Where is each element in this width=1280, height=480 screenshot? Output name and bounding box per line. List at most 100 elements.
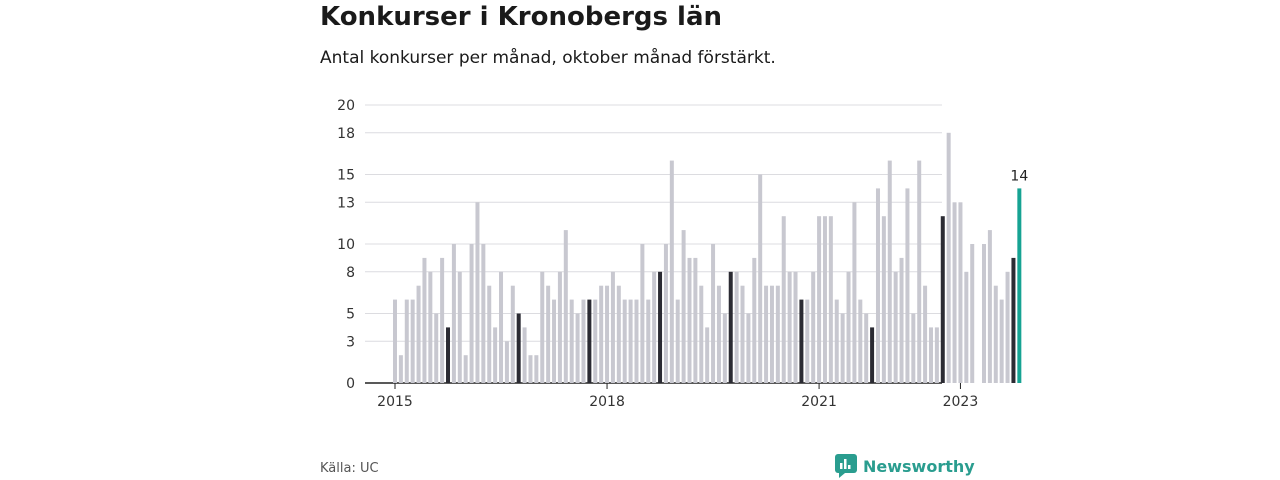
- bar: [799, 299, 804, 383]
- bar: [746, 313, 751, 383]
- bar: [840, 313, 845, 383]
- bar: [475, 202, 480, 383]
- bar: [398, 355, 403, 383]
- bar: [510, 285, 515, 383]
- bar: [716, 285, 721, 383]
- bar: [404, 299, 409, 383]
- bar: [699, 285, 704, 383]
- bar: [504, 341, 509, 383]
- brand-logo: Newsworthy: [835, 454, 975, 478]
- bar: [481, 244, 486, 383]
- y-tick-label: 13: [337, 195, 355, 211]
- bar: [946, 132, 951, 383]
- bar: [528, 355, 533, 383]
- bar: [828, 216, 833, 383]
- bar: [864, 313, 869, 383]
- bar: [681, 230, 686, 383]
- bar: [705, 327, 710, 383]
- y-tick-label: 0: [346, 376, 355, 392]
- bar: [487, 285, 492, 383]
- bar: [846, 271, 851, 383]
- x-axis-ticks: 2015 2018 2021 2023: [377, 383, 978, 410]
- bar: [393, 299, 397, 383]
- bar: [622, 299, 627, 383]
- bar: [958, 202, 963, 383]
- bar: [875, 188, 880, 383]
- bar: [663, 244, 668, 383]
- bar: [793, 271, 798, 383]
- x-tick-label: 2021: [801, 394, 837, 410]
- bar: [693, 257, 698, 383]
- bar: [410, 299, 415, 383]
- bar: [734, 271, 739, 383]
- bar: [610, 271, 615, 383]
- bar: [428, 271, 433, 383]
- bar: [451, 244, 456, 383]
- bar: [722, 313, 727, 383]
- y-tick-label: 18: [337, 126, 355, 142]
- brand-name: Newsworthy: [863, 456, 975, 476]
- bar: [646, 299, 651, 383]
- bar: [581, 299, 586, 383]
- bar: [534, 355, 539, 383]
- chart-subtitle: Antal konkurser per månad, oktober månad…: [320, 48, 776, 68]
- bar: [817, 216, 822, 383]
- bar: [563, 230, 568, 383]
- bar: [469, 244, 474, 383]
- bar: [499, 271, 504, 383]
- bar: [787, 271, 792, 383]
- bar: [540, 271, 545, 383]
- bar: [764, 285, 769, 383]
- bar: [781, 216, 786, 383]
- bar: [628, 299, 633, 383]
- source-note: Källa: UC: [320, 461, 379, 476]
- bar: [522, 327, 527, 383]
- y-tick-label: 15: [337, 168, 355, 184]
- bar: [769, 285, 774, 383]
- bar: [599, 285, 604, 383]
- bar: [964, 271, 969, 383]
- y-tick-label: 5: [346, 307, 355, 323]
- bar: [593, 299, 598, 383]
- bar: [940, 216, 945, 383]
- bar: [669, 160, 674, 383]
- bar: [434, 313, 439, 383]
- bar: [616, 285, 621, 383]
- bar: [516, 313, 521, 383]
- bar: [928, 327, 933, 383]
- data-labels: 14: [1010, 168, 1028, 184]
- x-tick-label: 2018: [589, 394, 625, 410]
- bar: [416, 285, 421, 383]
- y-tick-label: 3: [346, 334, 355, 350]
- bar: [982, 244, 986, 383]
- bar: [887, 160, 892, 383]
- newsworthy-icon: [835, 454, 857, 478]
- bar: [911, 313, 916, 383]
- bar: [881, 216, 886, 383]
- bar: [752, 257, 757, 383]
- bar: [463, 355, 468, 383]
- bar: [811, 271, 816, 383]
- bar: [711, 244, 716, 383]
- bar: [822, 216, 827, 383]
- x-tick-label: 2015: [377, 394, 413, 410]
- bar: [587, 299, 592, 383]
- bar: [952, 202, 957, 383]
- bar: [1011, 257, 1016, 383]
- latest-value-label: 14: [1010, 168, 1028, 184]
- bar: [775, 285, 780, 383]
- bar: [858, 299, 863, 383]
- bar: [1005, 271, 1010, 383]
- bar: [923, 285, 928, 383]
- bar: [899, 257, 904, 383]
- y-tick-label: 10: [337, 237, 355, 253]
- y-tick-label: 8: [346, 265, 355, 281]
- bar: [893, 271, 898, 383]
- bar: [493, 327, 498, 383]
- bar: [987, 230, 992, 383]
- chart-title: Konkurser i Kronobergs län: [320, 2, 723, 32]
- bar: [552, 299, 557, 383]
- x-tick-label: 2023: [943, 394, 979, 410]
- bar: [675, 299, 680, 383]
